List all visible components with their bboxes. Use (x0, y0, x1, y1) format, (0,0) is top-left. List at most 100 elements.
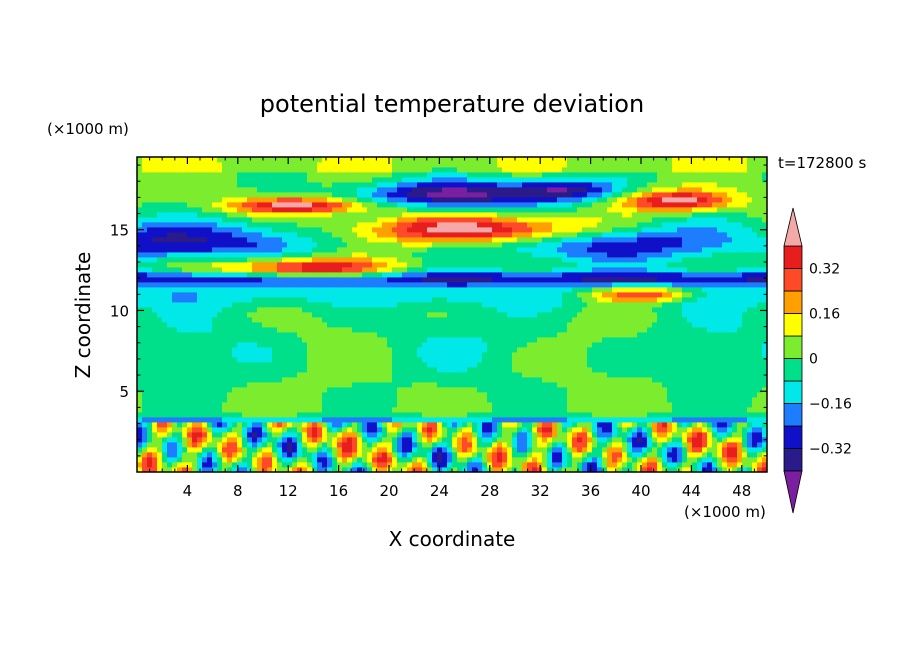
field-cell (742, 462, 748, 468)
field-cell (137, 412, 143, 418)
field-cell (492, 447, 498, 453)
field-cell (492, 287, 498, 293)
field-cell (717, 387, 723, 393)
field-cell (267, 397, 273, 403)
field-cell (272, 412, 278, 418)
field-cell (197, 407, 203, 413)
field-cell (217, 412, 223, 418)
field-cell (167, 412, 173, 418)
field-cell (457, 417, 463, 423)
field-cell (632, 417, 638, 423)
field-cell (662, 337, 668, 343)
field-cell (567, 362, 573, 368)
field-cell (657, 297, 663, 303)
field-cell (537, 437, 543, 443)
field-cell (162, 297, 168, 303)
field-cell (412, 282, 418, 288)
field-cell (562, 327, 568, 333)
field-cell (647, 392, 653, 398)
field-cell (287, 397, 293, 403)
field-cell (302, 357, 308, 363)
field-cell (632, 287, 638, 293)
field-cell (657, 292, 663, 298)
field-cell (612, 377, 618, 383)
field-cell (612, 302, 618, 308)
field-cell (602, 462, 608, 468)
field-cell (567, 377, 573, 383)
field-cell (602, 342, 608, 348)
field-cell (237, 392, 243, 398)
field-cell (437, 462, 443, 468)
field-cell (317, 412, 323, 418)
field-cell (277, 307, 283, 313)
field-cell (417, 277, 423, 283)
field-cell (312, 277, 318, 283)
field-cell (617, 382, 623, 388)
field-cell (257, 437, 263, 443)
field-cell (382, 457, 388, 463)
field-cell (647, 447, 653, 453)
field-cell (242, 437, 248, 443)
field-cell (507, 377, 513, 383)
field-cell (582, 332, 588, 338)
field-cell (742, 332, 748, 338)
field-cell (437, 332, 443, 338)
field-cell (232, 412, 238, 418)
field-cell (247, 412, 253, 418)
field-cell (712, 412, 718, 418)
field-cell (242, 312, 248, 318)
field-cell (362, 397, 368, 403)
field-cell (707, 462, 713, 468)
field-cell (652, 452, 658, 458)
field-cell (142, 287, 148, 293)
field-cell (582, 422, 588, 428)
field-cell (547, 282, 553, 288)
field-cell (757, 327, 763, 333)
field-cell (582, 312, 588, 318)
field-cell (562, 422, 568, 428)
field-cell (362, 452, 368, 458)
field-cell (627, 277, 633, 283)
field-cell (237, 362, 243, 368)
field-cell (477, 417, 483, 423)
field-cell (612, 327, 618, 333)
field-cell (577, 387, 583, 393)
field-cell (187, 297, 193, 303)
field-cell (297, 362, 303, 368)
field-cell (167, 292, 173, 298)
field-cell (372, 457, 378, 463)
field-cell (522, 387, 528, 393)
field-cell (752, 337, 758, 343)
field-cell (632, 422, 638, 428)
field-cell (617, 437, 623, 443)
field-cell (512, 362, 518, 368)
field-cell (642, 377, 648, 383)
field-cell (682, 332, 688, 338)
field-cell (442, 317, 448, 323)
field-cell (267, 367, 273, 373)
field-cell (542, 467, 548, 472)
field-cell (712, 287, 718, 293)
field-cell (177, 427, 183, 433)
field-cell (307, 307, 313, 313)
field-cell (597, 287, 603, 293)
field-cell (487, 317, 493, 323)
field-cell (462, 322, 468, 328)
field-cell (677, 327, 683, 333)
field-cell (607, 302, 613, 308)
field-cell (317, 397, 323, 403)
field-cell (682, 467, 688, 472)
field-cell (227, 432, 233, 438)
field-cell (757, 357, 763, 363)
field-cell (177, 412, 183, 418)
field-cell (532, 282, 538, 288)
field-cell (682, 367, 688, 373)
field-cell (742, 412, 748, 418)
field-cell (622, 342, 628, 348)
field-cell (417, 402, 423, 408)
field-cell (647, 462, 653, 468)
field-cell (332, 322, 338, 328)
field-cell (697, 447, 703, 453)
field-cell (347, 467, 353, 472)
field-cell (607, 362, 613, 368)
